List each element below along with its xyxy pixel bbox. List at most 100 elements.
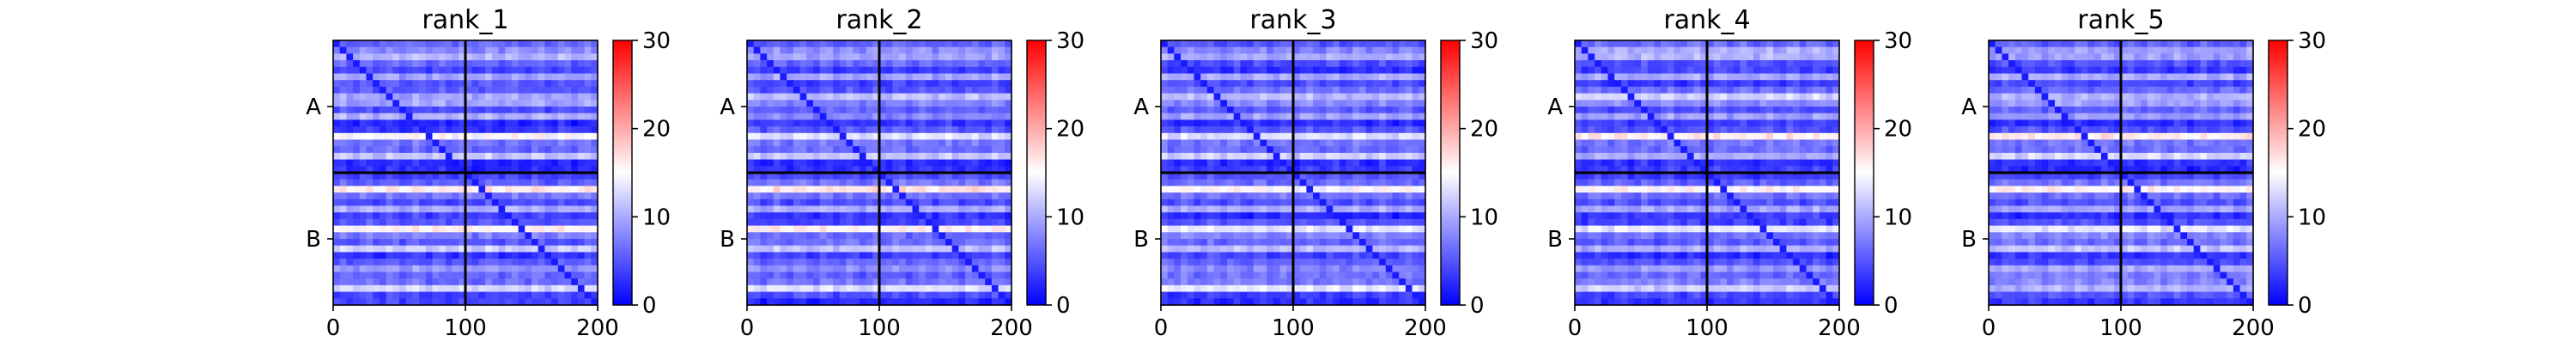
- heatmap-cell: [1582, 40, 1589, 47]
- heatmap-cell: [820, 146, 827, 153]
- heatmap-cell: [340, 292, 347, 299]
- heatmap-cell: [999, 212, 1005, 219]
- heatmap-cell: [913, 246, 920, 253]
- heatmap-cell: [1379, 60, 1386, 67]
- heatmap-cell: [1300, 212, 1307, 219]
- heatmap-cell: [1181, 278, 1188, 285]
- heatmap-cell: [1760, 40, 1767, 47]
- heatmap-cell: [1234, 180, 1241, 186]
- heatmap-cell: [813, 119, 820, 126]
- heatmap-cell: [913, 292, 920, 299]
- heatmap-cell: [1366, 212, 1373, 219]
- heatmap-cell: [360, 53, 367, 60]
- heatmap-cell: [565, 160, 572, 167]
- heatmap-cell: [333, 259, 340, 266]
- heatmap-cell: [578, 212, 585, 219]
- heatmap-cell: [1234, 285, 1241, 292]
- heatmap-cell: [1181, 133, 1188, 140]
- heatmap-cell: [1406, 292, 1413, 299]
- heatmap-cell: [774, 239, 781, 246]
- heatmap-cell: [860, 272, 866, 279]
- heatmap-cell: [853, 199, 860, 206]
- heatmap-cell: [426, 47, 433, 54]
- heatmap-cell: [1674, 40, 1681, 47]
- heatmap-cell: [565, 192, 572, 199]
- heatmap-cell: [747, 133, 754, 140]
- heatmap-cell: [406, 40, 413, 47]
- heatmap-cell: [406, 53, 413, 60]
- heatmap-cell: [985, 80, 992, 87]
- heatmap-cell: [992, 87, 999, 94]
- heatmap-cell: [1399, 192, 1406, 199]
- heatmap-cell: [1406, 133, 1413, 140]
- heatmap-cell: [426, 199, 433, 206]
- heatmap-cell: [360, 80, 367, 87]
- heatmap-cell: [1261, 53, 1267, 60]
- heatmap-cell: [1313, 67, 1320, 74]
- heatmap-cell: [1741, 47, 1747, 54]
- heatmap-cell: [833, 160, 840, 167]
- heatmap-cell: [1188, 60, 1194, 67]
- heatmap-cell: [333, 219, 340, 226]
- heatmap-cell: [433, 40, 440, 47]
- heatmap-cell: [767, 94, 774, 101]
- heatmap-cell: [1588, 40, 1595, 47]
- colorbar: [1441, 40, 1460, 305]
- heatmap-cell: [820, 232, 827, 239]
- heatmap-cell: [1247, 246, 1254, 253]
- heatmap-cell: [399, 40, 406, 47]
- heatmap-cell: [478, 87, 485, 94]
- heatmap-cell: [747, 153, 754, 160]
- heatmap-cell: [760, 94, 767, 101]
- heatmap-cell: [538, 119, 545, 126]
- heatmap-cell: [492, 67, 499, 74]
- heatmap-cell: [774, 259, 781, 266]
- heatmap-cell: [826, 278, 833, 285]
- heatmap-cell: [906, 47, 913, 54]
- heatmap-cell: [505, 80, 512, 87]
- heatmap-cell: [565, 212, 572, 219]
- heatmap-cell: [1766, 40, 1773, 47]
- heatmap-cell: [1346, 232, 1353, 239]
- heatmap-cell: [1174, 212, 1181, 219]
- heatmap-cell: [558, 206, 565, 213]
- heatmap-cell: [1247, 119, 1254, 126]
- heatmap-cell: [806, 292, 813, 299]
- heatmap-cell: [1379, 278, 1386, 285]
- heatmap-cell: [1300, 285, 1307, 292]
- heatmap-cell: [1207, 232, 1214, 239]
- y-tick-label: A: [720, 95, 735, 120]
- heatmap-cell: [754, 153, 761, 160]
- heatmap-cell: [760, 60, 767, 67]
- heatmap-cell: [1406, 252, 1413, 259]
- heatmap-cell: [1168, 292, 1175, 299]
- heatmap-cell: [512, 40, 519, 47]
- heatmap-cell: [945, 232, 952, 239]
- heatmap-cell: [1273, 272, 1280, 279]
- heatmap-cell: [999, 206, 1005, 213]
- heatmap-cell: [346, 160, 353, 167]
- heatmap-cell: [992, 212, 999, 219]
- heatmap-cell: [813, 292, 820, 299]
- heatmap-cell: [1220, 113, 1227, 120]
- heatmap-cell: [1174, 259, 1181, 266]
- heatmap-cell: [919, 186, 926, 192]
- heatmap-cell: [847, 153, 854, 160]
- heatmap-cell: [399, 226, 406, 233]
- heatmap-cell: [532, 126, 538, 133]
- heatmap-cell: [787, 113, 793, 120]
- heatmap-cell: [1333, 239, 1340, 246]
- heatmap-cell: [492, 87, 499, 94]
- heatmap-cell: [1340, 206, 1346, 213]
- heatmap-cell: [913, 252, 920, 259]
- heatmap-cell: [1240, 74, 1247, 81]
- heatmap-cell: [558, 94, 565, 101]
- heatmap-cell: [1234, 107, 1241, 113]
- heatmap-cell: [866, 140, 873, 147]
- heatmap-cell: [505, 206, 512, 213]
- heatmap-cell: [419, 133, 426, 140]
- heatmap-cell: [840, 259, 847, 266]
- heatmap-cell: [754, 292, 761, 299]
- heatmap-cell: [1340, 246, 1346, 253]
